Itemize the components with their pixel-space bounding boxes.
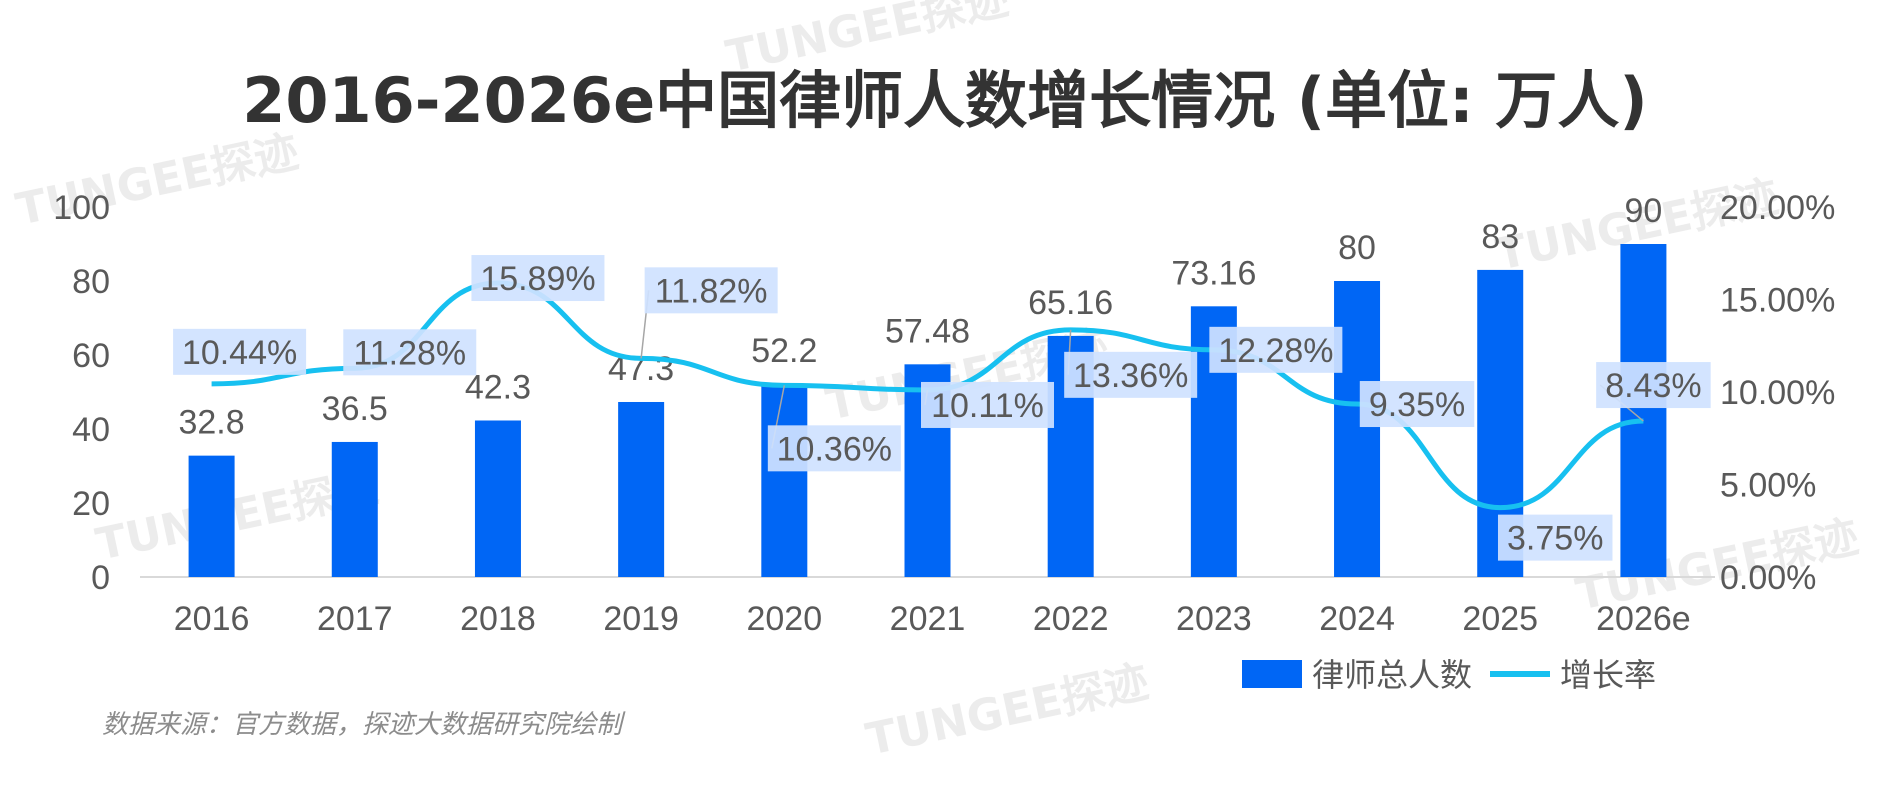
x-axis-tick: 2016 bbox=[174, 600, 250, 638]
left-axis-tick: 100 bbox=[53, 189, 110, 227]
x-axis-tick: 2023 bbox=[1176, 600, 1252, 638]
bar-value-label: 52.2 bbox=[751, 332, 817, 370]
bar bbox=[1334, 281, 1381, 577]
x-axis-tick: 2024 bbox=[1319, 600, 1395, 638]
right-axis-tick: 10.00% bbox=[1720, 374, 1835, 412]
bar-value-label: 90 bbox=[1624, 192, 1662, 230]
bar bbox=[331, 441, 378, 577]
left-axis-tick: 0 bbox=[91, 559, 110, 597]
right-axis: 0.00% 5.00% 10.00% 15.00% 20.00% bbox=[1720, 189, 1835, 597]
bar bbox=[761, 383, 808, 577]
legend: 律师总人数 增长率 bbox=[1242, 656, 1656, 694]
point-label-box bbox=[1596, 362, 1711, 409]
left-axis-tick: 60 bbox=[72, 337, 110, 375]
legend-line-label: 增长率 bbox=[1560, 656, 1656, 694]
line-value-label: 10.11% bbox=[931, 387, 1044, 425]
watermark: TUNGEE探迹 bbox=[862, 656, 1153, 766]
line-value-label: 15.89% bbox=[480, 260, 595, 298]
line-value-label: 11.28% bbox=[353, 334, 466, 372]
right-axis-tick: 20.00% bbox=[1720, 189, 1835, 227]
line-value-label: 10.44% bbox=[182, 334, 297, 372]
legend-bar-swatch bbox=[1242, 660, 1302, 688]
point-label-box bbox=[1497, 514, 1613, 561]
line-value-labels: 10.44% 11.28% 15.89% 11.82% 10.36% 10.11% 13.3… bbox=[173, 255, 1711, 561]
point-label-box bbox=[343, 329, 477, 376]
right-axis-tick: 15.00% bbox=[1720, 282, 1835, 320]
chart-title: 2016-2026e中国律师人数增长情况 (单位: 万人) bbox=[242, 64, 1648, 137]
line-value-label: 10.36% bbox=[777, 430, 892, 468]
x-axis-tick: 2026e bbox=[1596, 600, 1691, 638]
x-axis-tick: 2022 bbox=[1033, 600, 1109, 638]
x-axis-tick: 2025 bbox=[1462, 600, 1538, 638]
line-value-label: 9.35% bbox=[1369, 386, 1465, 424]
bar-value-label: 57.48 bbox=[885, 312, 970, 350]
bar bbox=[618, 401, 665, 577]
bar-value-label: 80 bbox=[1338, 229, 1376, 267]
bar bbox=[1620, 244, 1667, 577]
point-label-box bbox=[471, 255, 605, 302]
bar-value-label: 65.16 bbox=[1028, 284, 1113, 322]
line-value-label: 11.82% bbox=[655, 272, 768, 310]
left-axis-tick: 40 bbox=[72, 411, 110, 449]
x-axis-tick: 2019 bbox=[603, 600, 679, 638]
left-axis-tick: 80 bbox=[72, 263, 110, 301]
source-note: 数据来源：官方数据，探迹大数据研究院绘制 bbox=[102, 710, 626, 740]
bar-value-label: 83 bbox=[1481, 218, 1519, 256]
line-value-label: 13.36% bbox=[1073, 357, 1188, 395]
x-axis-tick: 2021 bbox=[890, 600, 966, 638]
bar-value-label: 36.5 bbox=[322, 390, 388, 428]
bar-value-label: 73.16 bbox=[1171, 254, 1256, 292]
point-label-box bbox=[1064, 351, 1198, 398]
x-axis-tick: 2018 bbox=[460, 600, 536, 638]
bar bbox=[474, 420, 521, 577]
right-axis-tick: 5.00% bbox=[1720, 467, 1816, 505]
x-axis-tick: 2020 bbox=[746, 600, 822, 638]
bar bbox=[188, 455, 235, 577]
line-value-label: 3.75% bbox=[1507, 520, 1603, 558]
point-label-box bbox=[767, 425, 901, 472]
point-label-box bbox=[1359, 381, 1475, 428]
x-axis-tick: 2017 bbox=[317, 600, 393, 638]
legend-bar-label: 律师总人数 bbox=[1312, 656, 1472, 694]
right-axis-tick: 0.00% bbox=[1720, 559, 1816, 597]
left-axis: 0 20 40 60 80 100 bbox=[53, 189, 110, 597]
x-axis-ticks: 2016 2017 2018 2019 2020 2021 2022 2023 2024 2025… bbox=[174, 600, 1691, 638]
line-value-label: 12.28% bbox=[1218, 332, 1333, 370]
point-label-box bbox=[1209, 326, 1343, 373]
bar-value-label: 32.8 bbox=[178, 404, 244, 442]
point-label-box bbox=[644, 267, 778, 314]
point-label-box bbox=[921, 381, 1054, 428]
line-value-label: 8.43% bbox=[1605, 367, 1701, 405]
point-label-box bbox=[173, 328, 307, 375]
left-axis-tick: 20 bbox=[72, 485, 110, 523]
